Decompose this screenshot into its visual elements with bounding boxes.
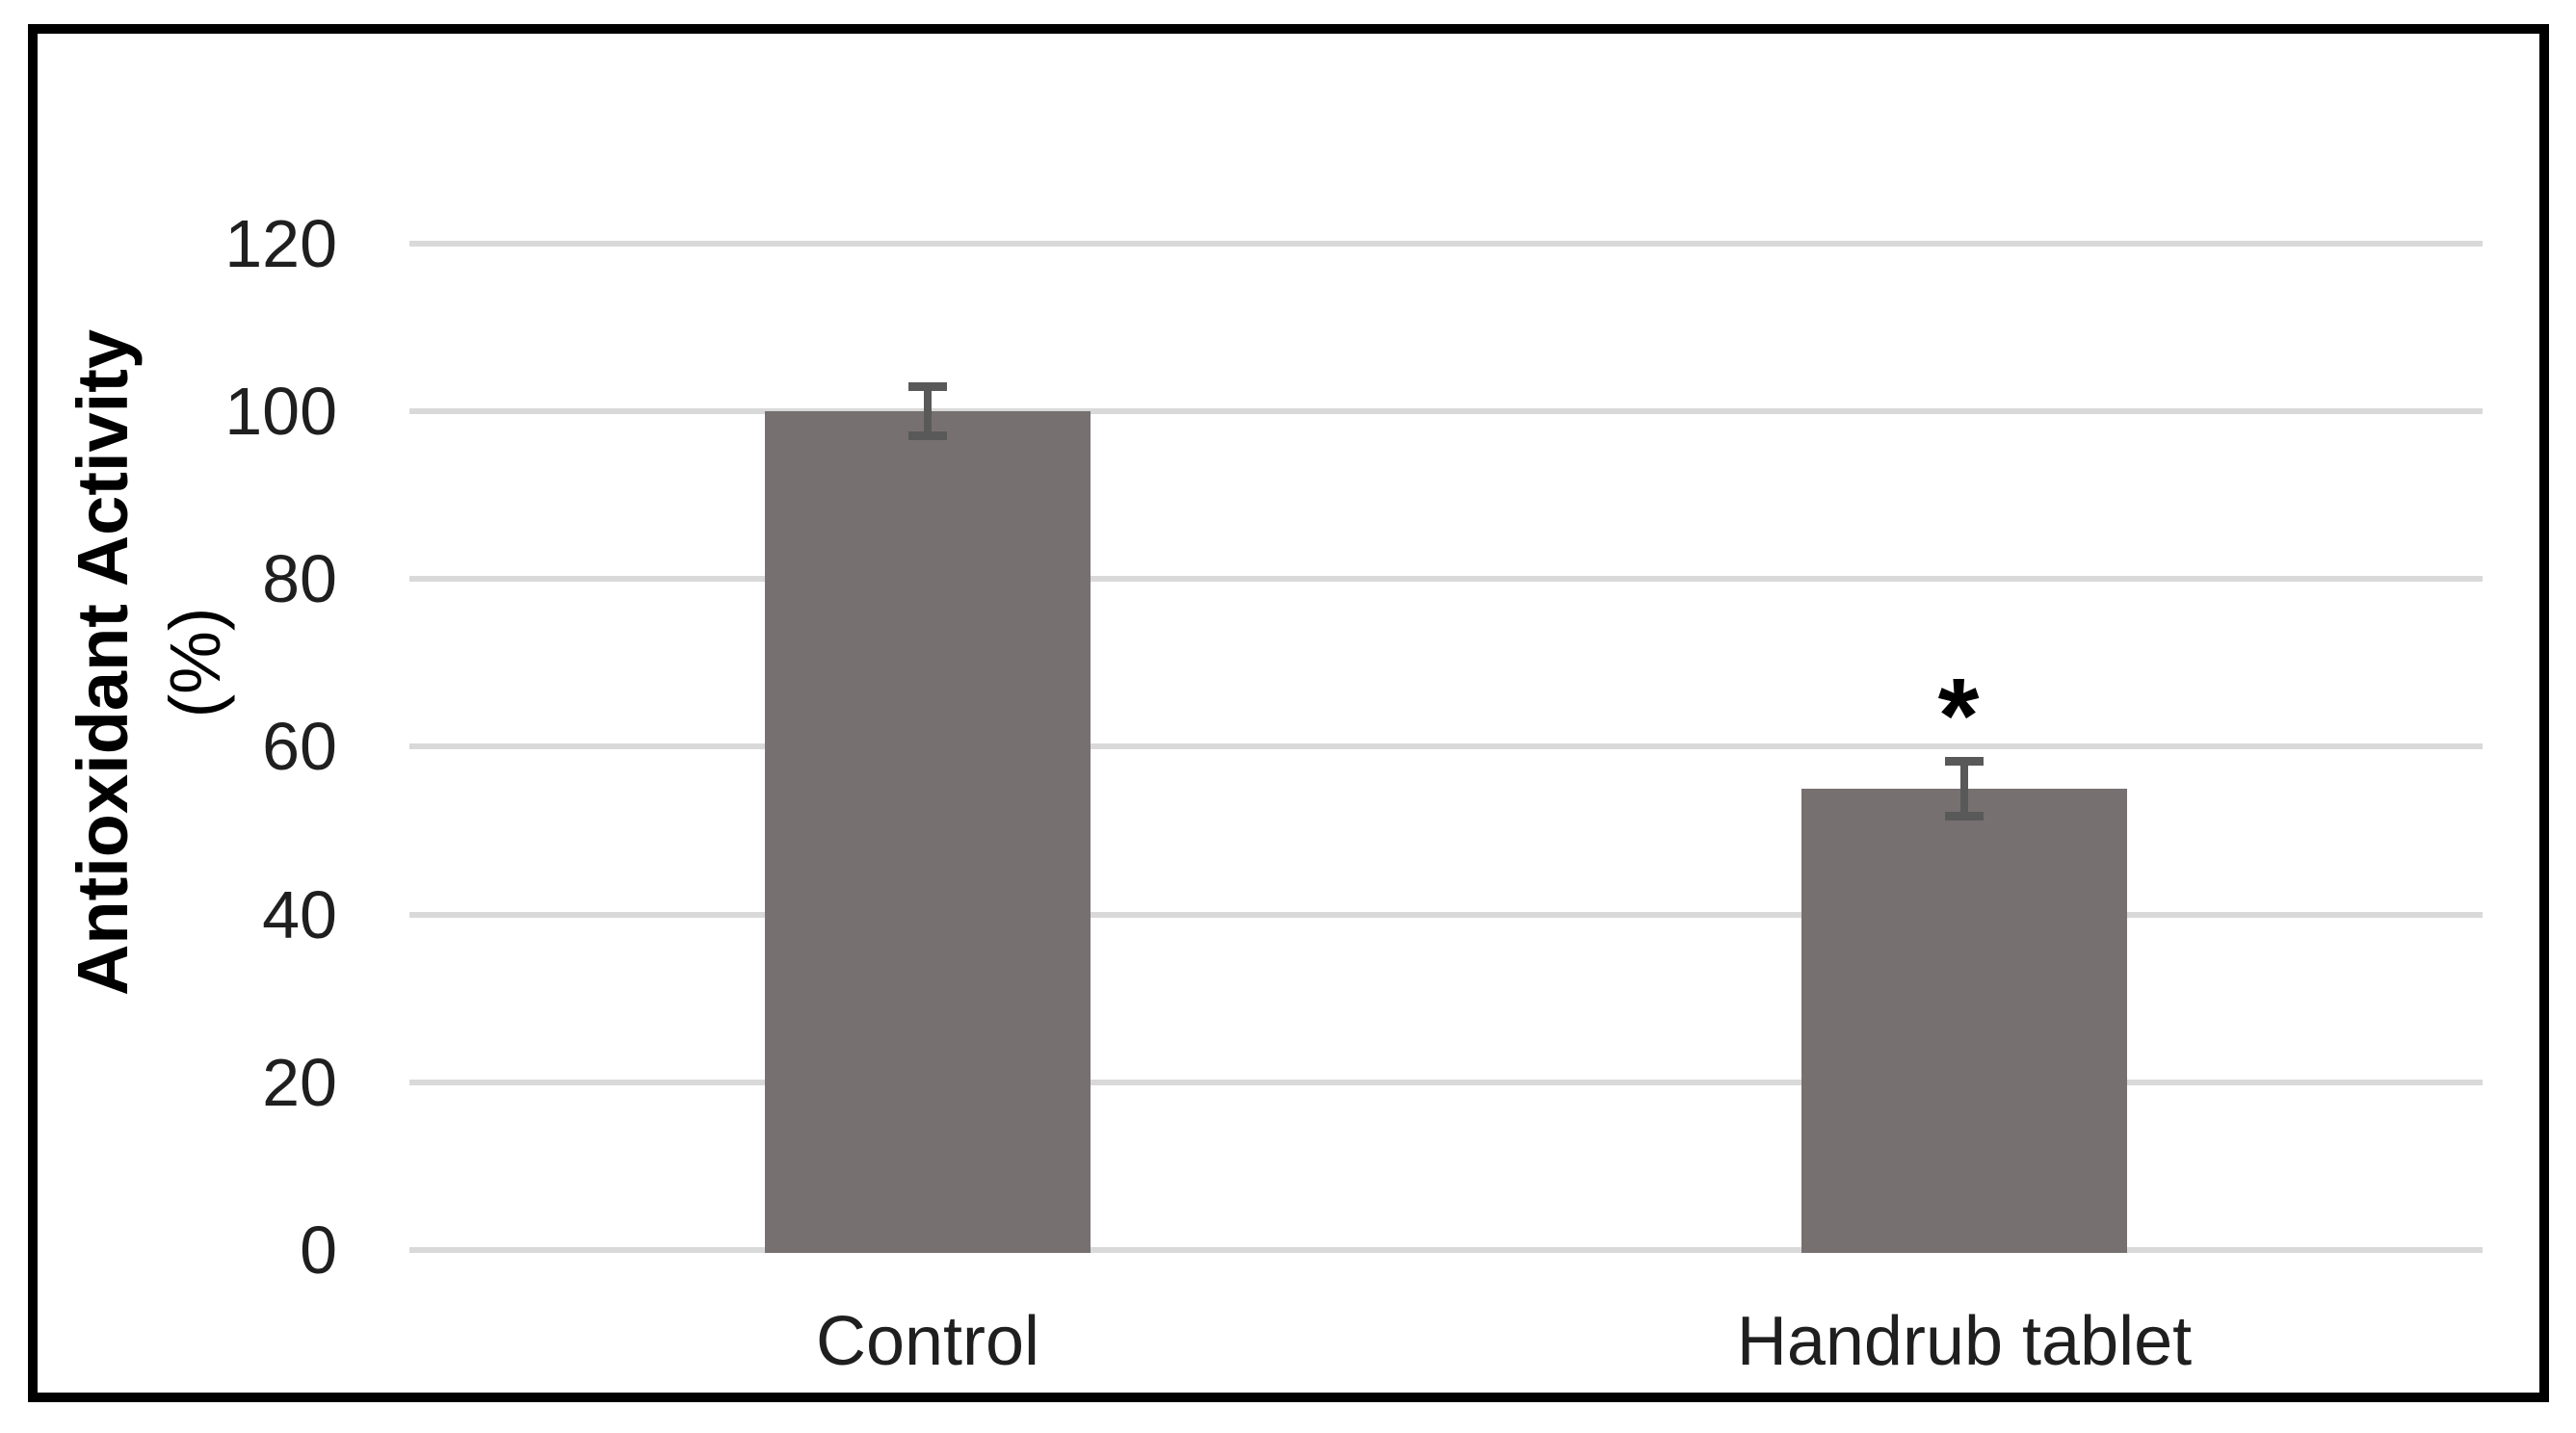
gridline-120	[409, 240, 2483, 247]
error-bar-cap-bottom-control	[908, 430, 947, 440]
error-bar-line-control	[924, 385, 932, 436]
error-bar-cap-top-control	[908, 381, 947, 391]
x-axis-label-handrub-tablet: Handrub tablet	[1736, 1303, 2193, 1380]
x-axis-label-control: Control	[815, 1303, 1040, 1380]
bar-control	[765, 410, 1091, 1253]
chart-outer-border	[28, 24, 2549, 1402]
y-tick-label-80: 80	[262, 541, 337, 616]
significance-asterisk: *	[1937, 656, 1980, 775]
y-tick-label-40: 40	[262, 876, 337, 952]
gridline-60	[409, 743, 2483, 750]
gridline-0	[409, 1247, 2483, 1253]
bar-handrub-tablet	[1801, 788, 2127, 1253]
y-tick-label-20: 20	[262, 1044, 337, 1120]
y-tick-label-100: 100	[224, 373, 337, 449]
y-tick-label-120: 120	[224, 205, 337, 281]
error-bar-cap-bottom-handrub-tablet	[1945, 811, 1984, 821]
gridline-100	[409, 407, 2483, 414]
y-tick-label-60: 60	[262, 709, 337, 785]
error-bar-cap-top-handrub-tablet	[1945, 757, 1984, 767]
gridline-40	[409, 911, 2483, 918]
gridline-20	[409, 1079, 2483, 1085]
error-bar-line-handrub-tablet	[1960, 761, 1968, 817]
gridline-80	[409, 576, 2483, 582]
y-tick-label-0: 0	[300, 1212, 337, 1288]
